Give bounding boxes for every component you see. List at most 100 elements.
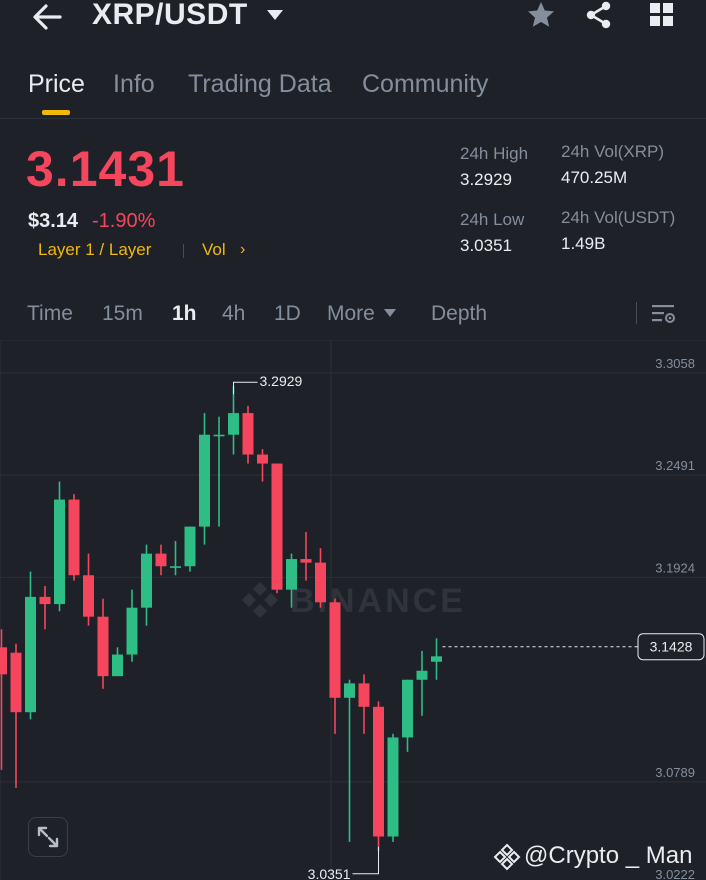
- binance-logo-icon: [493, 843, 521, 871]
- category-tag[interactable]: Layer 1 / Layer: [38, 240, 152, 259]
- tf-1d[interactable]: 1D: [274, 302, 301, 325]
- candle: [83, 553, 94, 626]
- candle-body: [0, 647, 7, 675]
- candle-body: [228, 413, 239, 435]
- price-change-percent: -1.90%: [92, 210, 156, 232]
- vol-quote-label: 24h Vol(USDT): [561, 208, 676, 227]
- chart-grid: [0, 340, 706, 880]
- tab-info[interactable]: Info: [113, 70, 155, 98]
- candle-body: [257, 454, 268, 464]
- candle-body: [199, 434, 210, 527]
- tf-time[interactable]: Time: [27, 302, 73, 325]
- author-watermark: @Crypto _ Man: [524, 842, 693, 869]
- vol-base-label: 24h Vol(XRP): [561, 142, 664, 161]
- candle: [54, 481, 65, 612]
- candle: [112, 647, 123, 677]
- candle: [431, 638, 442, 680]
- high-marker-label: 3.2929: [260, 373, 303, 389]
- candle: [315, 548, 326, 608]
- candle: [271, 463, 283, 594]
- tab-trading-data[interactable]: Trading Data: [188, 70, 332, 98]
- high-24h-value: 3.2929: [460, 170, 512, 189]
- candle-body: [54, 499, 65, 605]
- tf-more[interactable]: More: [327, 302, 375, 325]
- candle: [402, 679, 413, 752]
- candle: [10, 643, 22, 788]
- tf-depth[interactable]: Depth: [431, 302, 488, 325]
- candle: [213, 416, 225, 527]
- toolbar-divider: [636, 302, 637, 324]
- price-axis: 3.3058 3.2491 3.1924 3.0789 3.0222: [655, 356, 695, 880]
- candle: [39, 586, 51, 630]
- y-tick-label: 3.2491: [655, 458, 695, 473]
- tf-15m[interactable]: 15m: [102, 302, 143, 325]
- low-marker-line: [352, 846, 379, 875]
- expand-icon: [37, 826, 59, 848]
- candle: [0, 629, 7, 770]
- candle: [228, 386, 239, 455]
- candle: [242, 405, 254, 464]
- dropdown-caret-icon[interactable]: [266, 8, 284, 22]
- low-marker-label: 3.0351: [308, 866, 351, 880]
- chevron-right-icon[interactable]: ›: [240, 241, 246, 258]
- candle-body: [97, 616, 109, 677]
- active-tab-indicator: [42, 110, 70, 115]
- candle-body: [300, 559, 312, 563]
- more-caret-icon[interactable]: [383, 308, 397, 318]
- tag-divider: [183, 244, 184, 258]
- vol-tag[interactable]: Vol: [202, 240, 226, 259]
- candle-body: [39, 596, 51, 605]
- candle-body: [358, 683, 370, 707]
- candle: [184, 526, 196, 572]
- tf-4h[interactable]: 4h: [222, 302, 246, 325]
- pair-title[interactable]: XRP/USDT: [92, 0, 248, 31]
- candle: [155, 544, 167, 576]
- candle: [373, 701, 384, 851]
- candle-body: [68, 499, 80, 576]
- star-icon[interactable]: [526, 0, 556, 30]
- candle-body: [315, 562, 326, 603]
- candle-body: [431, 656, 442, 662]
- candle-body: [329, 602, 341, 698]
- fullscreen-button[interactable]: [28, 817, 68, 857]
- candle-body: [271, 463, 283, 590]
- candle: [329, 598, 341, 734]
- high-24h-label: 24h High: [460, 144, 529, 163]
- candle-body: [83, 575, 94, 617]
- candle-body: [170, 566, 181, 568]
- candle: [257, 449, 268, 482]
- candle-body: [25, 596, 36, 713]
- share-icon[interactable]: [584, 0, 614, 30]
- candle: [199, 413, 210, 545]
- candle-body: [344, 683, 355, 698]
- low-24h-value: 3.0351: [460, 236, 512, 255]
- candle-body: [286, 559, 297, 590]
- candles: [0, 386, 442, 851]
- tabs-divider: [0, 118, 706, 119]
- high-marker-line: [233, 381, 258, 395]
- y-tick-label: 3.1924: [655, 560, 695, 575]
- candle: [387, 733, 399, 842]
- tf-1h[interactable]: 1h: [172, 302, 197, 325]
- grid-icon[interactable]: [648, 0, 676, 30]
- current-price-tag: [637, 633, 705, 661]
- candle-body: [112, 654, 123, 677]
- candle: [126, 589, 138, 662]
- candle: [300, 532, 312, 581]
- y-tick-label: 3.0789: [655, 765, 695, 780]
- candle: [416, 650, 428, 716]
- candle-body: [141, 553, 152, 608]
- tab-community[interactable]: Community: [362, 70, 489, 98]
- candle-body: [242, 413, 254, 455]
- candle-body: [416, 670, 428, 680]
- tab-price[interactable]: Price: [28, 70, 85, 98]
- y-tick-label: 3.3058: [655, 356, 695, 371]
- last-price: 3.1431: [26, 141, 185, 197]
- back-arrow-icon[interactable]: [30, 0, 64, 34]
- candle: [344, 679, 355, 842]
- vol-base-value: 470.25M: [561, 168, 628, 187]
- candle: [141, 544, 152, 626]
- chart-settings-icon[interactable]: [650, 302, 676, 326]
- candle-body: [387, 737, 399, 837]
